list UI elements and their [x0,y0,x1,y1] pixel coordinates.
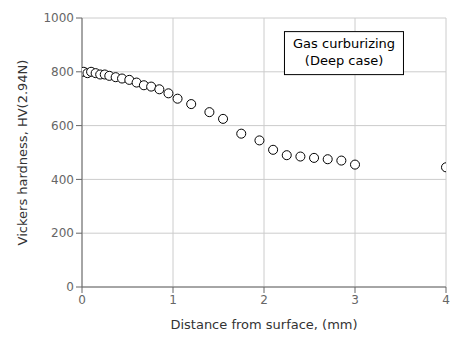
svg-text:Distance from surface, (mm): Distance from surface, (mm) [170,317,357,332]
svg-text:2: 2 [260,293,268,307]
svg-text:1: 1 [169,293,177,307]
svg-text:1000: 1000 [43,11,74,25]
svg-text:0: 0 [78,293,86,307]
svg-text:200: 200 [51,226,74,240]
svg-text:3: 3 [351,293,359,307]
svg-text:800: 800 [51,65,74,79]
html-text:(Deep case): (Deep case) [304,53,384,68]
html-text:Gas curburizing: Gas curburizing [293,36,396,52]
svg-text:4: 4 [442,293,450,307]
svg-text:0: 0 [66,280,74,294]
svg-text:400: 400 [51,173,74,187]
svg-text:Vickers hardness, HV(2.94N): Vickers hardness, HV(2.94N) [15,60,30,246]
svg-text:600: 600 [51,119,74,133]
